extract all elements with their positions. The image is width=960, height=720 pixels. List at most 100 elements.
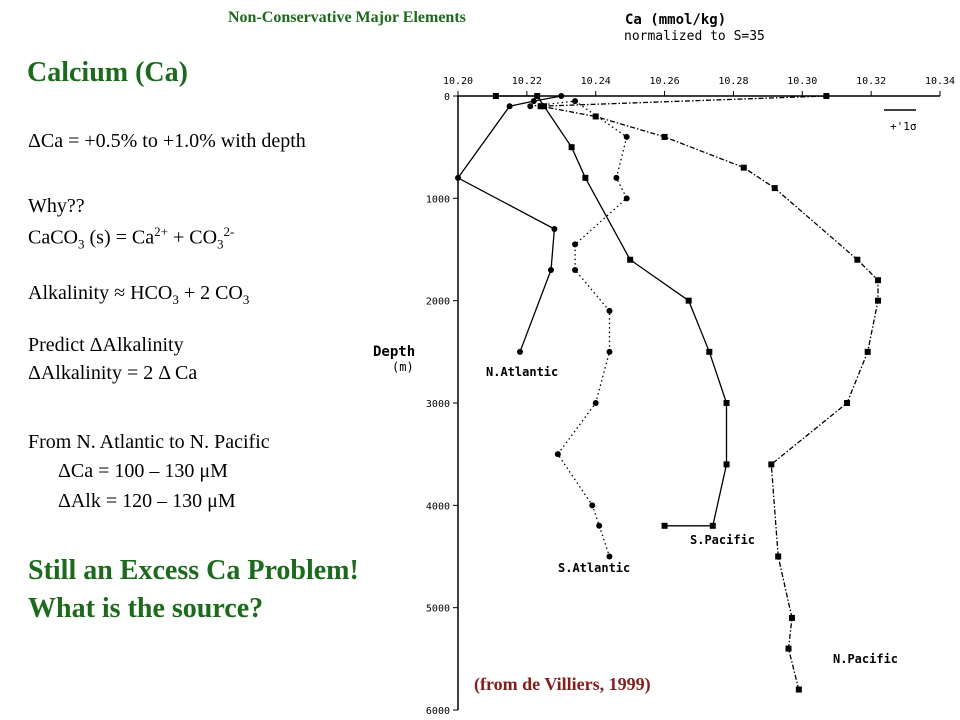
errorbar-label: +'1σ	[890, 120, 917, 133]
excess-ca-heading: Still an Excess Ca Problem!	[28, 555, 359, 586]
data-point-n-pacific	[592, 113, 599, 120]
data-point-s-pacific	[723, 400, 730, 406]
data-point-n-pacific	[875, 277, 882, 284]
data-point-n-pacific	[864, 348, 871, 355]
reaction-part: CaCO	[28, 226, 78, 249]
data-point-n-atlantic	[516, 348, 523, 355]
data-point-s-pacific	[723, 461, 730, 468]
series-line-s-atlantic	[530, 100, 628, 557]
data-point-n-atlantic	[551, 226, 558, 233]
chart-subtitle: normalized to S=35	[624, 29, 765, 44]
data-point-n-pacific	[537, 103, 544, 110]
reaction-part: (s) = Ca	[84, 226, 155, 249]
y-tick-label: 2000	[426, 297, 450, 308]
data-point-s-atlantic	[572, 266, 579, 273]
data-point-n-atlantic	[558, 93, 565, 99]
x-tick-label: 10.34	[925, 76, 955, 87]
x-tick-label: 10.24	[581, 76, 611, 87]
series-label-n-atlantic: N.Atlantic	[486, 365, 558, 379]
data-point-n-pacific	[771, 185, 778, 192]
citation: (from de Villiers, 1999)	[474, 674, 651, 694]
series-label-n-pacific: N.Pacific	[833, 652, 898, 666]
data-point-s-pacific	[661, 522, 668, 529]
data-point-n-atlantic	[455, 174, 461, 181]
data-point-s-pacific	[709, 522, 716, 529]
predict-text: Predict ΔAlkalinity	[28, 334, 184, 356]
data-point-s-atlantic	[606, 553, 613, 560]
data-point-n-pacific	[661, 133, 668, 140]
source-question-heading: What is the source?	[28, 593, 264, 624]
alk-sub: 3	[172, 292, 179, 307]
data-point-n-pacific	[785, 645, 792, 652]
reaction-part: + CO	[167, 226, 218, 249]
x-tick-label: 10.22	[512, 76, 542, 87]
data-point-s-pacific	[534, 93, 541, 99]
data-point-s-atlantic	[592, 400, 599, 406]
from-text: From N. Atlantic to N. Pacific	[28, 431, 270, 453]
data-point-s-atlantic	[613, 174, 620, 181]
data-point-s-pacific	[568, 144, 575, 151]
data-point-s-atlantic	[623, 133, 630, 140]
data-point-n-atlantic	[530, 98, 537, 105]
chart-series: N.Atlantic S.Pacific S.Atlantic N.Pacific	[455, 93, 898, 693]
data-point-s-atlantic	[554, 451, 561, 458]
delta-ca-text: ΔCa = +0.5% to +1.0% with depth	[28, 130, 306, 152]
data-point-s-atlantic	[572, 241, 579, 248]
data-point-s-pacific	[627, 256, 634, 263]
data-point-s-atlantic	[606, 348, 613, 355]
reaction-sub: 3	[78, 236, 85, 252]
data-point-n-pacific	[775, 553, 782, 560]
alkalinity-text: Alkalinity ≈ HCO3 + 2 CO3	[28, 282, 249, 308]
series-label-s-pacific: S.Pacific	[690, 533, 755, 547]
data-point-s-atlantic	[596, 522, 603, 529]
x-tick-label: 10.20	[443, 76, 473, 87]
data-point-s-atlantic	[589, 502, 596, 509]
data-point-n-pacific	[875, 297, 882, 304]
data-point-n-pacific	[740, 164, 747, 171]
data-point-n-pacific	[788, 614, 795, 621]
y-tick-label: 5000	[426, 604, 450, 615]
data-point-s-atlantic	[572, 98, 579, 105]
y-tick-label: 0	[444, 92, 450, 103]
data-point-n-pacific	[768, 461, 775, 468]
data-point-s-atlantic	[623, 195, 630, 202]
alk-equation-text: ΔAlkalinity = 2 Δ Ca	[28, 362, 198, 384]
data-point-s-pacific	[541, 103, 548, 110]
reaction-text: CaCO3 (s) = Ca2+ + CO32-	[28, 224, 234, 253]
data-point-s-pacific	[492, 93, 499, 99]
series-line-n-pacific	[540, 95, 879, 690]
reaction-sup: 2+	[154, 224, 168, 239]
data-point-n-atlantic	[547, 266, 554, 273]
y-axis-label: Depth	[373, 344, 415, 360]
dca-range-text: ΔCa = 100 – 130 μM	[58, 460, 228, 482]
series-line-n-atlantic	[457, 95, 562, 353]
data-point-s-pacific	[582, 174, 589, 181]
reaction-sub: 3	[217, 236, 224, 252]
axis-ticks: 10.20 10.22 10.24 10.26 10.28 10.30 10.32 10.34…	[426, 76, 955, 717]
y-axis-unit: (m)	[392, 360, 414, 374]
alk-sub: 3	[242, 292, 250, 307]
slide-title: Calcium (Ca)	[27, 57, 188, 88]
alk-part: + 2 CO	[178, 282, 243, 304]
data-point-n-pacific	[823, 93, 830, 99]
x-tick-label: 10.28	[718, 76, 748, 87]
dalk-range-text: ΔAlk = 120 – 130 μM	[58, 490, 236, 512]
reaction-sup: 2-	[223, 224, 235, 239]
y-tick-label: 1000	[426, 194, 450, 205]
data-point-n-pacific	[844, 400, 851, 406]
data-point-s-pacific	[685, 297, 692, 304]
chart-title: Ca (mmol/kg)	[625, 12, 726, 28]
x-tick-label: 10.30	[787, 76, 817, 87]
x-tick-label: 10.32	[856, 76, 886, 87]
alk-part: Alkalinity ≈ HCO	[28, 282, 173, 304]
data-point-s-atlantic	[606, 307, 613, 314]
data-point-n-atlantic	[506, 103, 513, 110]
slide-header: Non-Conservative Major Elements	[228, 9, 466, 26]
why-text: Why??	[28, 195, 85, 217]
x-tick-label: 10.26	[650, 76, 680, 87]
data-point-n-pacific	[854, 256, 861, 263]
y-tick-label: 3000	[426, 399, 450, 410]
series-label-s-atlantic: S.Atlantic	[558, 561, 630, 575]
data-point-s-atlantic	[527, 103, 534, 110]
